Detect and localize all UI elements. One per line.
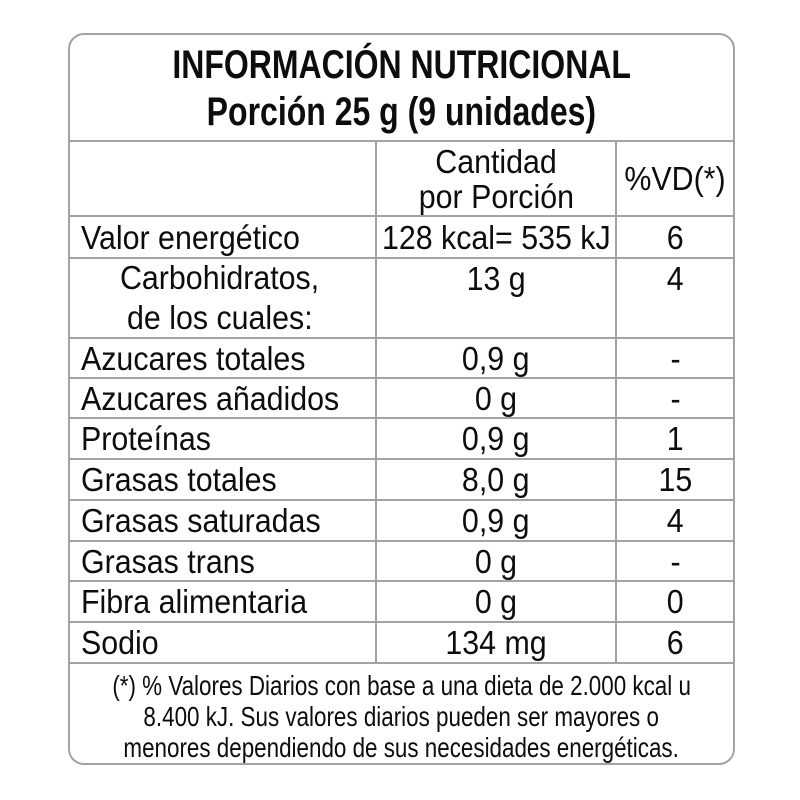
- table-row: Grasas saturadas 0,9 g 4: [70, 499, 733, 540]
- row-vd: 4: [666, 260, 684, 297]
- table-header-row: Cantidad por Porción %VD(*): [70, 142, 733, 215]
- row-amount: 0,9 g: [462, 339, 530, 377]
- row-amount: 128 kcal= 535 kJ: [381, 218, 611, 256]
- footnote-line: menores dependiendo de sus necesidades e…: [123, 732, 680, 763]
- daily-values-footnote: (*) % Valores Diarios con base a una die…: [70, 662, 733, 763]
- nutrition-label: INFORMACIÓN NUTRICIONAL Porción 25 g (9 …: [68, 33, 735, 765]
- footnote-line: 8.400 kJ. Sus valores diarios pueden ser…: [143, 701, 660, 732]
- row-label: Sodio: [81, 624, 159, 661]
- row-label: Fibra alimentaria: [81, 583, 308, 620]
- footnote-line: (*) % Valores Diarios con base a una die…: [112, 670, 691, 701]
- row-vd: 4: [666, 502, 684, 539]
- table-row: Carbohidratos, de los cuales: 13 g 4: [70, 257, 733, 337]
- row-amount: 0,9 g: [462, 502, 530, 539]
- row-label: Carbohidratos,: [119, 259, 319, 296]
- row-label-line2: de los cuales:: [127, 299, 313, 336]
- header-vd-cell: %VD(*): [615, 142, 733, 215]
- row-amount: 0 g: [474, 379, 518, 417]
- table-row: Proteínas 0,9 g 1: [70, 417, 733, 458]
- table-row: Azucares totales 0,9 g -: [70, 337, 733, 377]
- row-vd: 15: [658, 461, 692, 498]
- row-vd: 0: [666, 583, 684, 620]
- header-amount-cell: Cantidad por Porción: [375, 142, 615, 215]
- row-vd: 6: [666, 218, 684, 256]
- serving-size: Porción 25 g (9 unidades): [206, 89, 597, 134]
- row-label: Grasas saturadas: [81, 502, 321, 539]
- table-row: Grasas totales 8,0 g 15: [70, 458, 733, 499]
- row-amount: 13 g: [466, 260, 526, 297]
- row-vd: 6: [666, 624, 684, 661]
- header-empty-cell: [70, 142, 375, 215]
- table-row: Grasas trans 0 g -: [70, 540, 733, 580]
- row-vd: -: [669, 339, 681, 377]
- row-amount: 0 g: [474, 583, 518, 620]
- row-label: Valor energético: [81, 218, 300, 256]
- row-amount: 0,9 g: [462, 420, 530, 457]
- title-block: INFORMACIÓN NUTRICIONAL Porción 25 g (9 …: [70, 35, 733, 142]
- table-row: Azucares añadidos 0 g -: [70, 377, 733, 417]
- row-amount: 0 g: [474, 542, 518, 580]
- label-title: INFORMACIÓN NUTRICIONAL: [172, 42, 631, 87]
- table-row: Sodio 134 mg 6: [70, 621, 733, 662]
- row-label: Grasas trans: [81, 542, 255, 580]
- row-vd: 1: [666, 420, 684, 457]
- header-amount-line2: por Porción: [418, 177, 574, 215]
- row-label: Proteínas: [81, 420, 211, 457]
- row-label: Azucares totales: [81, 339, 306, 377]
- row-amount: 8,0 g: [462, 461, 530, 498]
- row-label: Grasas totales: [81, 461, 277, 498]
- table-row: Valor energético 128 kcal= 535 kJ 6: [70, 215, 733, 257]
- row-vd: -: [669, 379, 681, 417]
- row-amount: 134 mg: [445, 624, 547, 661]
- row-label: Azucares añadidos: [81, 379, 340, 417]
- header-amount-line1: Cantidad: [435, 142, 557, 180]
- row-vd: -: [669, 542, 681, 580]
- table-row: Fibra alimentaria 0 g 0: [70, 580, 733, 621]
- nutrition-table: Cantidad por Porción %VD(*) Valor energé…: [70, 142, 733, 662]
- header-vd-label: %VD(*): [624, 160, 726, 197]
